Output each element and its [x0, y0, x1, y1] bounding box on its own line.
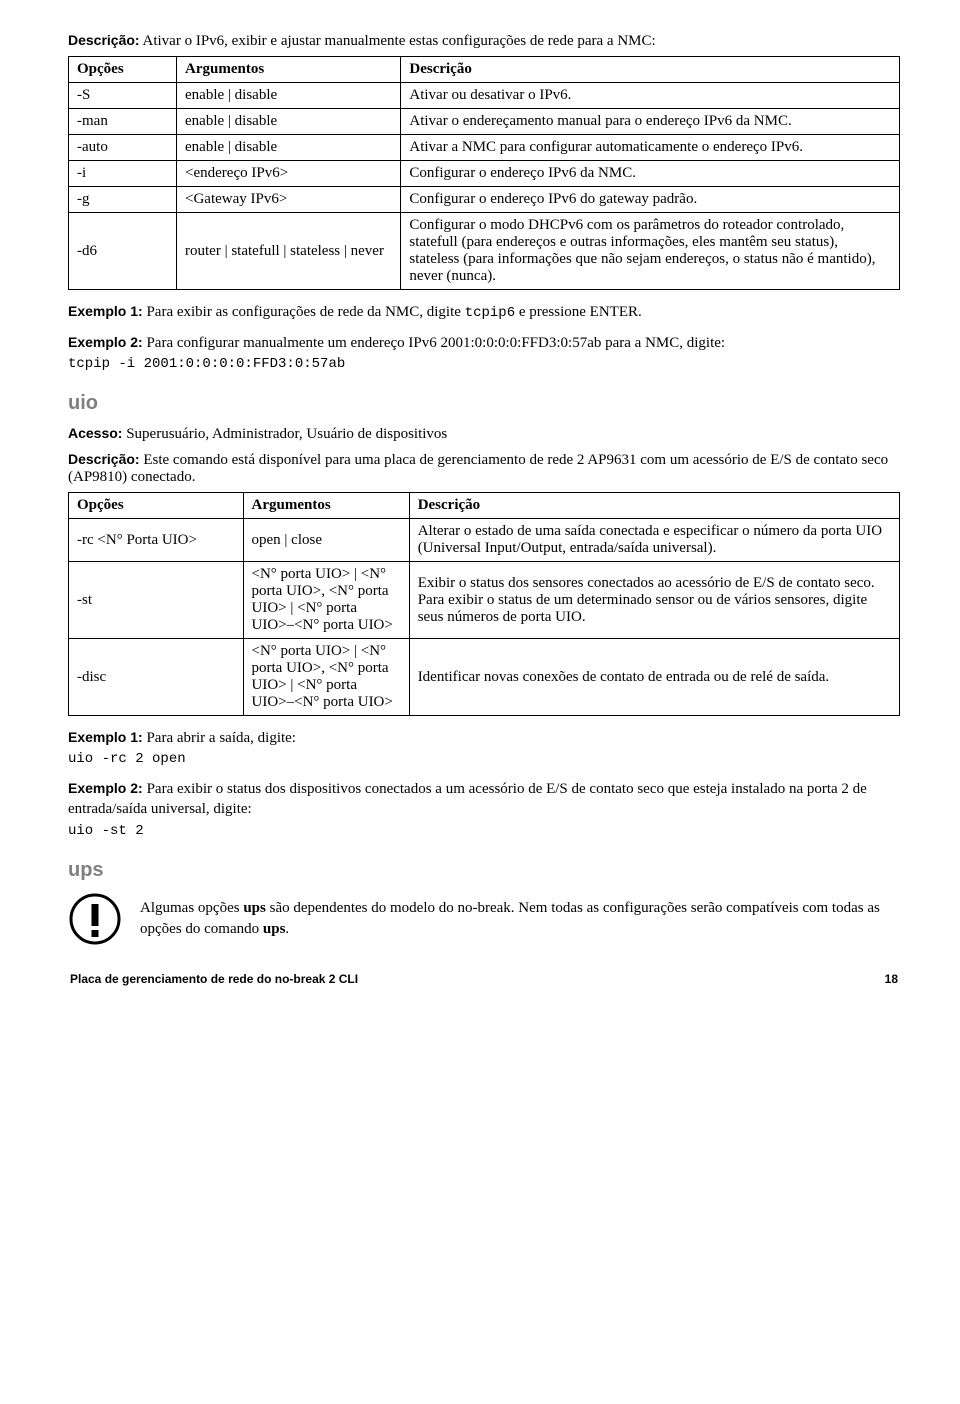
section-uio: uio	[68, 392, 900, 415]
exemplo-key: ENTER	[590, 304, 638, 320]
exemplo-1-uio: Exemplo 1: Para abrir a saída, digite: u…	[68, 728, 900, 769]
cell-desc: Ativar o endereçamento manual para o end…	[401, 109, 900, 135]
table-row: -g <Gateway IPv6> Configurar o endereço …	[69, 187, 900, 213]
table-row: -man enable | disable Ativar o endereçam…	[69, 109, 900, 135]
cell-arg: enable | disable	[177, 109, 401, 135]
acesso-text: Superusuário, Administrador, Usuário de …	[122, 426, 447, 442]
cell-desc: Configurar o endereço IPv6 do gateway pa…	[401, 187, 900, 213]
table-row: -i <endereço IPv6> Configurar o endereço…	[69, 161, 900, 187]
table-row: -auto enable | disable Ativar a NMC para…	[69, 135, 900, 161]
page-footer: Placa de gerenciamento de rede do no-bre…	[68, 972, 900, 986]
th-argumentos: Argumentos	[243, 493, 409, 519]
descricao-intro: Descrição: Ativar o IPv6, exibir e ajust…	[68, 32, 900, 50]
cell-opt: -g	[69, 187, 177, 213]
cell-opt: -S	[69, 83, 177, 109]
table-row: -st <N° porta UIO> | <N° porta UIO>, <N°…	[69, 562, 900, 639]
ups-note-text: Algumas opções ups são dependentes do mo…	[140, 898, 900, 939]
cell-opt: -rc <N° Porta UIO>	[69, 519, 244, 562]
exemplo-code: tcpip6	[465, 305, 515, 321]
exemplo-code: uio -st 2	[68, 823, 144, 839]
th-opcoes: Opções	[69, 493, 244, 519]
exemplo-text: Para exibir as configurações de rede da …	[143, 304, 465, 320]
exemplo-2-uio: Exemplo 2: Para exibir o status dos disp…	[68, 779, 900, 840]
cell-arg: enable | disable	[177, 135, 401, 161]
exemplo-label: Exemplo 2:	[68, 334, 143, 350]
cell-opt: -d6	[69, 213, 177, 290]
cell-opt: -st	[69, 562, 244, 639]
descricao-text: Este comando está disponível para uma pl…	[68, 452, 888, 485]
warning-icon	[68, 892, 122, 946]
descricao-label: Descrição:	[68, 32, 140, 48]
descricao-uio: Descrição: Este comando está disponível …	[68, 451, 900, 486]
acesso-label: Acesso:	[68, 425, 122, 441]
table-header-row: Opções Argumentos Descrição	[69, 493, 900, 519]
section-ups: ups	[68, 859, 900, 882]
table-row: -rc <N° Porta UIO> open | close Alterar …	[69, 519, 900, 562]
footer-page-number: 18	[885, 972, 898, 986]
exemplo-2-tcpip6: Exemplo 2: Para configurar manualmente u…	[68, 333, 900, 374]
th-descricao: Descrição	[409, 493, 899, 519]
table-uio: Opções Argumentos Descrição -rc <N° Port…	[68, 492, 900, 716]
exemplo-code: tcpip -i 2001:0:0:0:0:FFD3:0:57ab	[68, 356, 345, 372]
note-part: Algumas opções	[140, 900, 243, 916]
table-row: -S enable | disable Ativar ou desativar …	[69, 83, 900, 109]
cell-opt: -auto	[69, 135, 177, 161]
th-opcoes: Opções	[69, 57, 177, 83]
exemplo-1-tcpip6: Exemplo 1: Para exibir as configurações …	[68, 302, 900, 323]
exemplo-label: Exemplo 1:	[68, 303, 143, 319]
cell-arg: <endereço IPv6>	[177, 161, 401, 187]
exemplo-label: Exemplo 1:	[68, 729, 143, 745]
cell-desc: Identificar novas conexões de contato de…	[409, 639, 899, 716]
cell-desc: Configurar o endereço IPv6 da NMC.	[401, 161, 900, 187]
descricao-label: Descrição:	[68, 451, 140, 467]
cell-arg: router | statefull | stateless | never	[177, 213, 401, 290]
cell-opt: -man	[69, 109, 177, 135]
exemplo-label: Exemplo 2:	[68, 780, 147, 796]
cell-arg: open | close	[243, 519, 409, 562]
cell-opt: -i	[69, 161, 177, 187]
cell-arg: <Gateway IPv6>	[177, 187, 401, 213]
exemplo-text: Para exibir o status dos dispositivos co…	[68, 781, 867, 817]
cell-opt: -disc	[69, 639, 244, 716]
exemplo-code: uio -rc 2 open	[68, 751, 186, 767]
acesso-line: Acesso: Superusuário, Administrador, Usu…	[68, 425, 900, 443]
cell-arg: enable | disable	[177, 83, 401, 109]
cell-arg: <N° porta UIO> | <N° porta UIO>, <N° por…	[243, 639, 409, 716]
cell-desc: Alterar o estado de uma saída conectada …	[409, 519, 899, 562]
page-content: Descrição: Ativar o IPv6, exibir e ajust…	[0, 0, 960, 1006]
table-tcpip6: Opções Argumentos Descrição -S enable | …	[68, 56, 900, 290]
footer-title: Placa de gerenciamento de rede do no-bre…	[70, 972, 358, 986]
note-part: .	[285, 921, 289, 937]
exemplo-text: e pressione	[515, 304, 590, 320]
note-bold: ups	[263, 921, 286, 937]
cell-desc: Configurar o modo DHCPv6 com os parâmetr…	[401, 213, 900, 290]
cell-desc: Exibir o status dos sensores conectados …	[409, 562, 899, 639]
note-bold: ups	[243, 900, 266, 916]
exemplo-text: Para configurar manualmente um endereço …	[143, 335, 725, 351]
th-descricao: Descrição	[401, 57, 900, 83]
table-row: -disc <N° porta UIO> | <N° porta UIO>, <…	[69, 639, 900, 716]
th-argumentos: Argumentos	[177, 57, 401, 83]
period: .	[638, 304, 642, 320]
descricao-text: Ativar o IPv6, exibir e ajustar manualme…	[140, 33, 656, 49]
exemplo-text: Para abrir a saída, digite:	[143, 730, 296, 746]
cell-arg: <N° porta UIO> | <N° porta UIO>, <N° por…	[243, 562, 409, 639]
table-row: -d6 router | statefull | stateless | nev…	[69, 213, 900, 290]
cell-desc: Ativar a NMC para configurar automaticam…	[401, 135, 900, 161]
ups-note: Algumas opções ups são dependentes do mo…	[68, 892, 900, 946]
table-header-row: Opções Argumentos Descrição	[69, 57, 900, 83]
cell-desc: Ativar ou desativar o IPv6.	[401, 83, 900, 109]
